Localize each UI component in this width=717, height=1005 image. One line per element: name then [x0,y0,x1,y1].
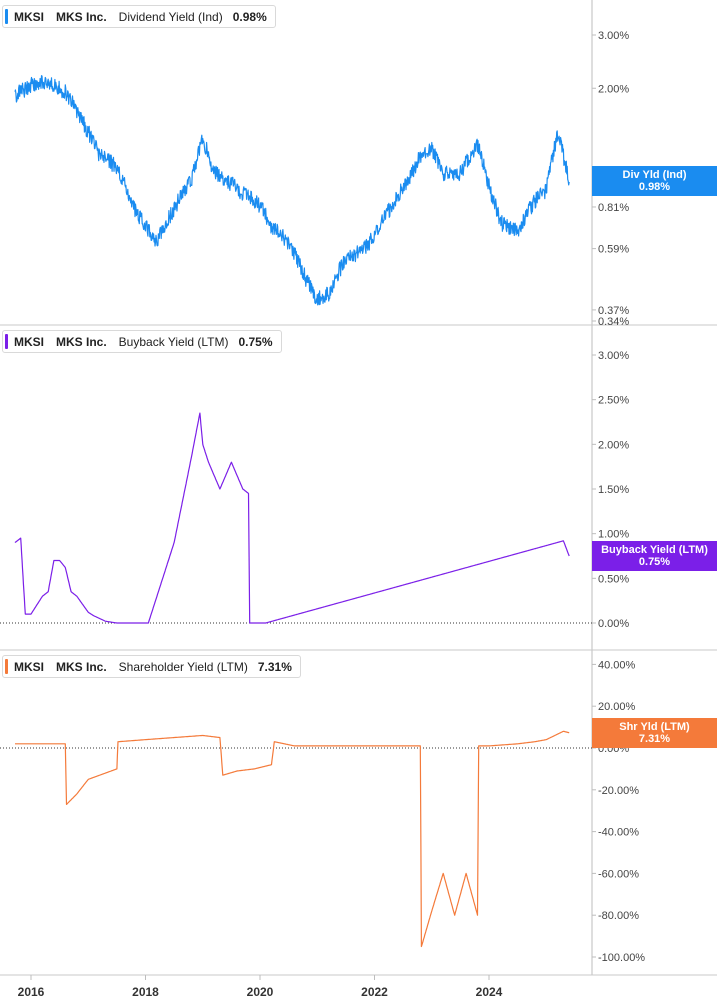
series-color-bar [5,9,8,24]
y-tick-label: 1.00% [598,529,629,541]
series-line [14,730,570,948]
y-tick-label: 3.00% [598,30,629,42]
y-tick-label: 0.34% [598,316,629,328]
x-tick-label: 2016 [18,985,45,999]
y-tick-label: 0.50% [598,573,629,585]
x-tick-label: 2018 [132,985,159,999]
legend-metric: Shareholder Yield (LTM) [118,659,248,674]
legend-metric: Buyback Yield (LTM) [118,334,229,349]
badge-value: 7.31% [638,733,671,745]
legend-metric: Dividend Yield (Ind) [118,9,223,24]
series-color-bar [5,334,8,349]
legend-value: 0.98% [232,9,267,24]
y-tick-label: 1.50% [598,484,629,496]
legend-ticker: MKSI [14,334,44,349]
value-badge-shareholder-yield: Shr Yld (LTM) 7.31% [592,718,717,748]
value-badge-dividend-yield: Div Yld (Ind) 0.98% [592,166,717,196]
legend-shareholder-yield[interactable]: MKSI MKS Inc. Shareholder Yield (LTM) 7.… [2,655,301,678]
x-tick-label: 2024 [476,985,503,999]
x-tick-label: 2020 [247,985,274,999]
y-tick-label: 0.59% [598,244,629,256]
series-color-bar [5,659,8,674]
y-tick-label: 3.00% [598,350,629,362]
y-tick-label: 20.00% [598,701,636,713]
y-tick-label: 2.50% [598,395,629,407]
y-tick-label: 40.00% [598,659,636,671]
badge-value: 0.98% [638,181,671,193]
badge-label: Buyback Yield (LTM) [601,544,708,556]
legend-company: MKS Inc. [56,334,107,349]
y-tick-label: 2.00% [598,83,629,95]
y-tick-label: 0.00% [598,618,629,630]
legend-buyback-yield[interactable]: MKSI MKS Inc. Buyback Yield (LTM) 0.75% [2,330,282,353]
y-tick-label: 0.37% [598,305,629,317]
badge-value: 0.75% [638,556,671,568]
legend-value: 7.31% [257,659,292,674]
legend-dividend-yield[interactable]: MKSI MKS Inc. Dividend Yield (Ind) 0.98% [2,5,276,28]
series-line [14,412,570,624]
y-tick-label: 2.00% [598,439,629,451]
legend-value: 0.75% [238,334,273,349]
y-tick-label: -60.00% [598,868,639,880]
badge-label: Div Yld (Ind) [622,169,687,181]
value-badge-buyback-yield: Buyback Yield (LTM) 0.75% [592,541,717,571]
legend-ticker: MKSI [14,659,44,674]
y-tick-label: 0.81% [598,202,629,214]
legend-company: MKS Inc. [56,659,107,674]
y-tick-label: -40.00% [598,827,639,839]
badge-label: Shr Yld (LTM) [619,721,690,733]
legend-company: MKS Inc. [56,9,107,24]
y-tick-label: -100.00% [598,952,645,964]
y-tick-label: -80.00% [598,910,639,922]
legend-ticker: MKSI [14,9,44,24]
series-line [14,75,570,306]
x-tick-label: 2022 [361,985,388,999]
y-tick-label: -20.00% [598,785,639,797]
